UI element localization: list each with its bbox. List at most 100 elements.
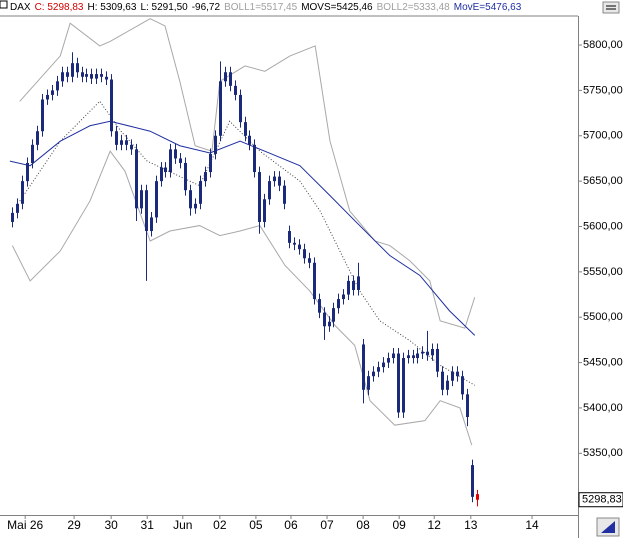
candle-body <box>431 348 434 356</box>
candle-body <box>184 162 187 191</box>
candle-body <box>120 140 123 145</box>
header-item: MovE=5476,63 <box>454 2 522 13</box>
candle-body <box>125 140 128 145</box>
candle-body <box>71 63 74 77</box>
candle-body <box>150 217 153 232</box>
x-tick-label: 07 <box>320 518 334 532</box>
candle-body <box>135 149 138 209</box>
candle-body <box>372 371 375 377</box>
header-item: BOLL2=5333,48 <box>377 2 451 13</box>
candle-body <box>451 371 454 381</box>
candle-body <box>268 181 271 200</box>
scale-icon[interactable] <box>596 517 620 537</box>
candle-body <box>204 172 207 182</box>
candle-body <box>130 144 133 150</box>
header-item: H: 5309,63 <box>88 2 137 13</box>
candle-body <box>56 81 59 91</box>
x-tick-label: 29 <box>67 518 81 532</box>
y-tick-label: 5750,00 <box>583 84 623 96</box>
x-tick-label: Mai 26 <box>7 518 43 532</box>
y-tick-label: 5600,00 <box>583 220 623 232</box>
candle-body <box>337 299 340 309</box>
candle-body <box>239 94 242 123</box>
candle-body <box>155 181 158 218</box>
candle-body <box>110 79 113 132</box>
x-tick-label: 05 <box>249 518 263 532</box>
y-tick-label: 5450,00 <box>583 356 623 368</box>
candle-body <box>85 74 88 77</box>
y-tick-label: 5550,00 <box>583 266 623 278</box>
candle-body <box>214 135 217 154</box>
candle-body <box>46 94 49 100</box>
candle-body <box>412 355 415 359</box>
candle-body <box>169 149 172 173</box>
candle-body <box>16 203 19 213</box>
candle-body <box>248 135 251 145</box>
candle-body <box>224 72 227 82</box>
candle-body <box>387 358 390 363</box>
x-tick-label: 09 <box>392 518 406 532</box>
candle-body <box>61 72 64 82</box>
candle-body <box>90 74 93 79</box>
candle-body <box>105 76 108 80</box>
candle-body <box>66 72 69 77</box>
candle-body <box>446 380 449 390</box>
candle-body <box>253 144 256 173</box>
y-tick-label: 5800,00 <box>583 39 623 51</box>
candle-body <box>397 353 400 413</box>
header-item: C: 5298,83 <box>35 2 84 13</box>
candle-body <box>298 244 301 250</box>
candle-body <box>476 494 479 500</box>
candle-body <box>81 72 84 77</box>
candle-body <box>347 280 350 295</box>
price-marker-box <box>578 492 623 508</box>
candle-body <box>283 185 286 204</box>
candle-body <box>115 131 118 145</box>
candle-body <box>76 63 79 73</box>
y-tick-label: 5350,00 <box>583 447 623 459</box>
candle-body <box>303 249 306 259</box>
candle-body <box>377 367 380 372</box>
x-tick-label: Jun <box>173 518 192 532</box>
indicator-line <box>19 18 476 329</box>
candle-body <box>342 294 345 300</box>
settings-icon[interactable] <box>602 1 620 14</box>
candle-body <box>367 376 370 390</box>
x-tick-label: 13 <box>464 518 478 532</box>
y-tick-label: 5650,00 <box>583 175 623 187</box>
candle-body <box>421 351 424 354</box>
candle-body <box>402 358 405 413</box>
candle-body <box>145 190 148 232</box>
candle-body <box>31 144 34 163</box>
candle-body <box>51 90 54 95</box>
candle-body <box>392 353 395 359</box>
candle-body <box>362 344 365 390</box>
candle-body <box>41 99 44 132</box>
candle-body <box>273 176 276 182</box>
candle-body <box>288 231 291 243</box>
candle-body <box>382 362 385 368</box>
candle-body <box>416 353 419 359</box>
candle-body <box>407 355 410 359</box>
candle-body <box>199 181 202 204</box>
header-item: BOLL1=5517,45 <box>224 2 298 13</box>
header-item: L: 5291,50 <box>140 2 188 13</box>
x-tick-label: 02 <box>213 518 227 532</box>
candle-body <box>466 394 469 418</box>
x-tick-label: 12 <box>428 518 442 532</box>
y-tick-label: 5700,00 <box>583 130 623 142</box>
indicator-line <box>11 150 473 446</box>
candle-body <box>328 321 331 327</box>
candle-body <box>11 212 14 222</box>
x-tick-label: 30 <box>104 518 118 532</box>
candle-body <box>229 72 232 86</box>
candle-body <box>26 162 29 182</box>
candle-body <box>263 199 266 222</box>
candle-body <box>461 376 464 395</box>
candle-body <box>219 81 222 136</box>
candle-body <box>160 167 163 182</box>
candle-body <box>293 242 296 245</box>
candle-body <box>441 371 444 390</box>
header-icon <box>0 0 8 9</box>
